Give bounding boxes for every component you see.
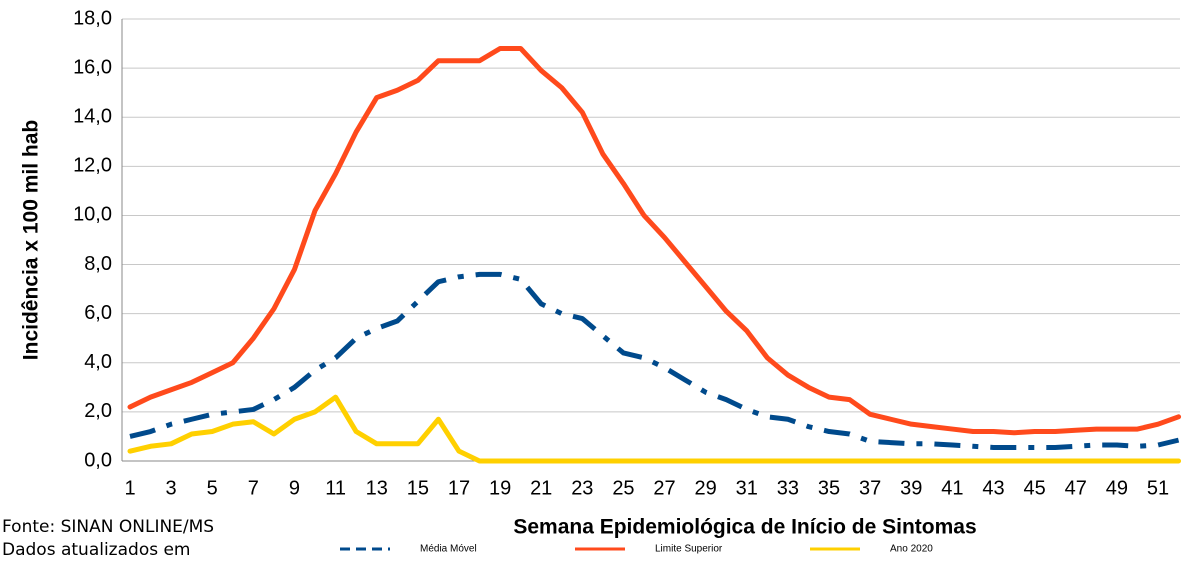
x-tick-label: 21 bbox=[530, 477, 552, 499]
x-tick-label: 17 bbox=[448, 477, 470, 499]
series-line bbox=[129, 271, 1180, 450]
legend-label: Média Móvel bbox=[420, 544, 477, 555]
x-tick-label: 43 bbox=[982, 477, 1004, 499]
y-tick-label: 4,0 bbox=[84, 351, 112, 373]
update-note: Dados atualizados em bbox=[2, 540, 191, 560]
x-tick-label: 35 bbox=[818, 477, 840, 499]
x-tick-label: 41 bbox=[941, 477, 963, 499]
series-line bbox=[127, 394, 1182, 464]
y-tick-label: 14,0 bbox=[73, 106, 112, 128]
x-tick-label: 31 bbox=[736, 477, 758, 499]
y-tick-label: 8,0 bbox=[84, 253, 112, 275]
legend-label: Limite Superior bbox=[655, 544, 723, 555]
x-tick-label: 13 bbox=[366, 477, 388, 499]
source-note: Fonte: SINAN ONLINE/MS bbox=[2, 517, 214, 537]
y-tick-label: 18,0 bbox=[73, 7, 112, 29]
x-tick-label: 29 bbox=[695, 477, 717, 499]
x-tick-label: 5 bbox=[207, 477, 218, 499]
x-tick-label: 37 bbox=[859, 477, 881, 499]
x-tick-label: 49 bbox=[1106, 477, 1128, 499]
x-tick-label: 33 bbox=[777, 477, 799, 499]
x-tick-label: 23 bbox=[571, 477, 593, 499]
x-tick-label: 7 bbox=[248, 477, 259, 499]
x-tick-label: 45 bbox=[1024, 477, 1046, 499]
y-tick-label: 6,0 bbox=[84, 302, 112, 324]
x-tick-label: 1 bbox=[124, 477, 135, 499]
x-tick-label: 47 bbox=[1065, 477, 1087, 499]
x-tick-label: 51 bbox=[1147, 477, 1169, 499]
y-tick-label: 2,0 bbox=[84, 400, 112, 422]
x-tick-label: 19 bbox=[489, 477, 511, 499]
x-tick-label: 25 bbox=[612, 477, 634, 499]
y-tick-label: 12,0 bbox=[73, 155, 112, 177]
x-tick-label: 3 bbox=[166, 477, 177, 499]
legend-label: Ano 2020 bbox=[890, 544, 933, 555]
y-tick-label: 16,0 bbox=[73, 56, 112, 78]
x-axis-label: Semana Epidemiológica de Início de Sinto… bbox=[513, 516, 976, 539]
x-tick-label: 39 bbox=[900, 477, 922, 499]
x-tick-label: 9 bbox=[289, 477, 300, 499]
series-line bbox=[127, 45, 1182, 436]
y-tick-label: 0,0 bbox=[84, 449, 112, 471]
y-tick-label: 10,0 bbox=[73, 204, 112, 226]
x-tick-label: 11 bbox=[325, 477, 346, 499]
y-axis-label: Incidência x 100 mil hab bbox=[20, 120, 43, 360]
x-tick-label: 15 bbox=[407, 477, 429, 499]
x-tick-label: 27 bbox=[653, 477, 675, 499]
